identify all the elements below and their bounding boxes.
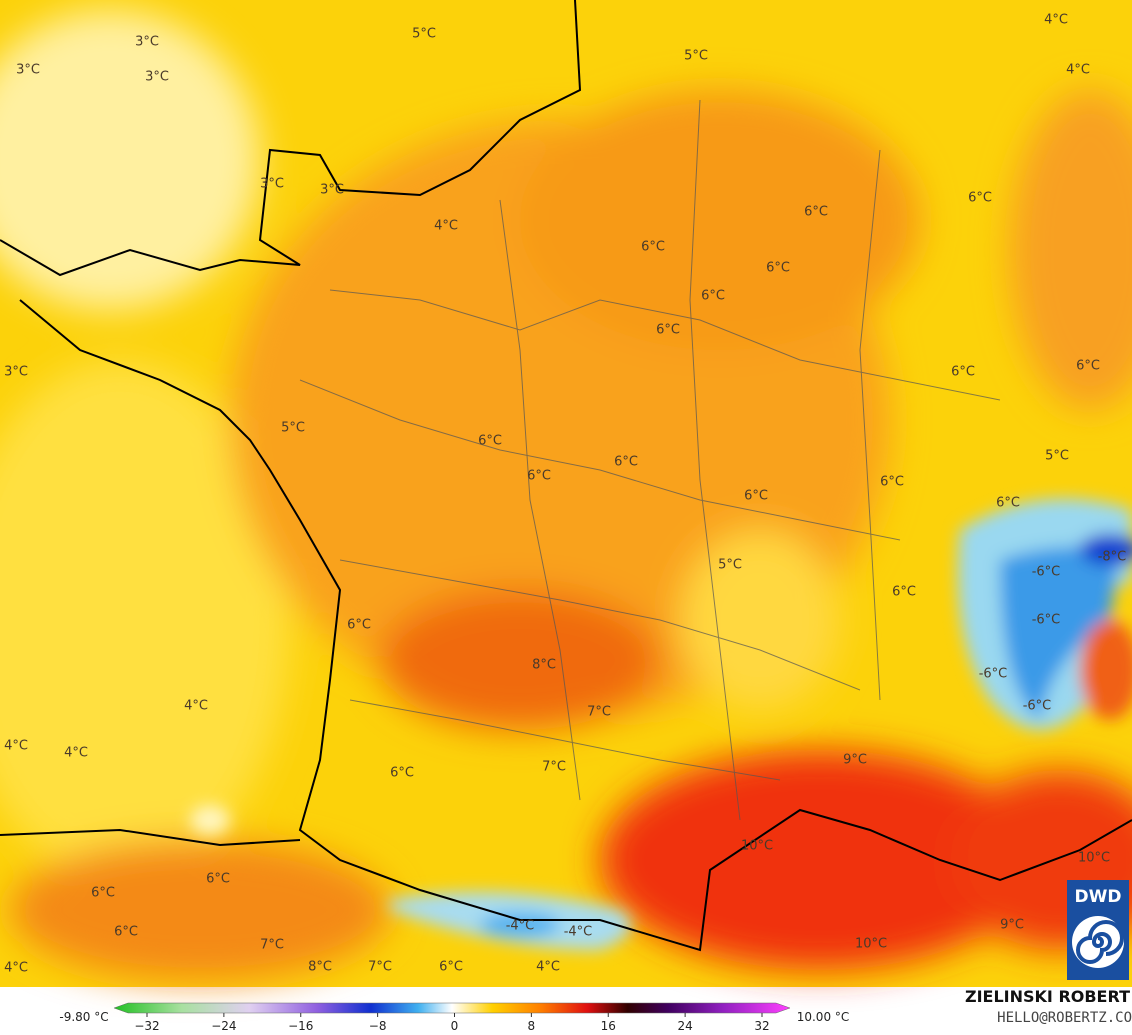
credit-name: ZIELINSKI ROBERT [965, 987, 1130, 1006]
temperature-label: 8°C [532, 658, 556, 673]
temperature-label: 9°C [843, 753, 867, 768]
temperature-label: 3°C [145, 70, 169, 85]
temperature-label: 4°C [536, 960, 560, 975]
temperature-label: 6°C [114, 925, 138, 940]
temperature-label: 3°C [135, 35, 159, 50]
temperature-label: 4°C [1044, 13, 1068, 28]
temperature-label: 6°C [641, 240, 665, 255]
temperature-label: 6°C [656, 323, 680, 338]
temperature-label: -6°C [1032, 565, 1061, 580]
temperature-label: 8°C [308, 960, 332, 975]
temperature-label: 6°C [880, 475, 904, 490]
temperature-label: 6°C [527, 469, 551, 484]
colorbar-max: 10.00 °C [797, 1010, 850, 1024]
temperature-label: -4°C [506, 919, 535, 934]
temperature-label: 6°C [804, 205, 828, 220]
temperature-label: 7°C [587, 705, 611, 720]
colorbar-tick-label: 24 [677, 1019, 692, 1033]
temperature-label: 10°C [1078, 851, 1110, 866]
colorbar-tick-label: 32 [754, 1019, 769, 1033]
temperature-label: 6°C [439, 960, 463, 975]
temperature-label: 6°C [996, 496, 1020, 511]
temperature-label: 6°C [766, 261, 790, 276]
temperature-label: 7°C [260, 938, 284, 953]
colorbar-tick-label: 8 [528, 1019, 536, 1033]
logo-swirl [1076, 920, 1124, 964]
temperature-label: -6°C [1032, 613, 1061, 628]
temperature-label: 6°C [91, 886, 115, 901]
temperature-label: 4°C [1066, 63, 1090, 78]
temperature-label: 6°C [892, 585, 916, 600]
colorbar-tick-label: −8 [369, 1019, 387, 1033]
temperature-label: 6°C [701, 289, 725, 304]
temperature-label: 6°C [206, 872, 230, 887]
temperature-label: 4°C [184, 699, 208, 714]
temperature-label: 4°C [434, 219, 458, 234]
colorbar-tick-label: −32 [134, 1019, 159, 1033]
temperature-label: 4°C [4, 739, 28, 754]
temperature-label: 6°C [744, 489, 768, 504]
temperature-label: 6°C [951, 365, 975, 380]
colorbar-tick-label: 0 [451, 1019, 459, 1033]
temperature-label: -6°C [979, 667, 1008, 682]
temperature-label: 4°C [64, 746, 88, 761]
colorbar-tick-label: −24 [211, 1019, 236, 1033]
temperature-label: 6°C [614, 455, 638, 470]
temperature-labels: 3°C 5°C 5°C 4°C 3°C 3°C 4°C 3°C 3°C 4°C 6°C 6°C 6°C 6… [4, 13, 1126, 976]
temperature-label: 7°C [368, 960, 392, 975]
temperature-label: -6°C [1023, 699, 1052, 714]
temperature-label: -8°C [1098, 550, 1127, 565]
temperature-label: 9°C [1000, 918, 1024, 933]
temperature-label: 5°C [718, 558, 742, 573]
temperature-label: 6°C [347, 618, 371, 633]
temperature-label: 4°C [4, 961, 28, 976]
temperature-label: 6°C [968, 191, 992, 206]
credit-contact: HELLO@ROBERTZ.CO [997, 1010, 1132, 1026]
temperature-label: 10°C [855, 937, 887, 952]
dwd-logo: DWD [1067, 880, 1129, 980]
temperature-field [0, 0, 1132, 987]
temperature-label: -4°C [564, 925, 593, 940]
temperature-label: 3°C [16, 63, 40, 78]
temperature-label: 3°C [4, 365, 28, 380]
temperature-label: 5°C [281, 421, 305, 436]
colorbar-ramp [113, 1002, 791, 1014]
logo-text: DWD [1075, 887, 1122, 907]
temperature-label: 3°C [260, 177, 284, 192]
temperature-label: 5°C [684, 49, 708, 64]
temperature-label: 6°C [1076, 359, 1100, 374]
colorbar-tick-label: −16 [288, 1019, 313, 1033]
colorbar-min: -9.80 °C [59, 1010, 108, 1024]
temperature-label: 5°C [412, 27, 436, 42]
colorbar: -9.80 °C 10.00 °C −32 −24 −16 −8 0 8 16 24 32 [59, 1002, 850, 1033]
temperature-label: 6°C [478, 434, 502, 449]
temperature-label: 6°C [390, 766, 414, 781]
temperature-label: 7°C [542, 760, 566, 775]
temperature-label: 3°C [320, 183, 344, 198]
temperature-label: 5°C [1045, 449, 1069, 464]
temperature-label: 10°C [741, 839, 773, 854]
colorbar-tick-label: 16 [601, 1019, 616, 1033]
